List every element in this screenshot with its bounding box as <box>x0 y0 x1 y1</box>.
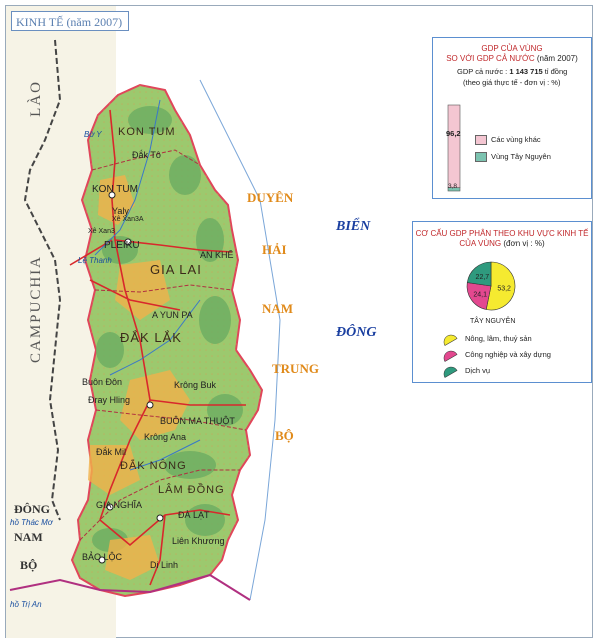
southeast-label-nam: NAM <box>14 530 43 544</box>
national-border <box>23 39 62 521</box>
map-title: KINH TẾ (năm 2007) <box>11 11 129 31</box>
city-krongana: Krông Ana <box>144 432 187 442</box>
city-dilinh: Di Linh <box>150 560 179 570</box>
legend-label-industry: Công nghiệp và xây dựng <box>465 350 551 359</box>
city-dakmil: Đắk Mil <box>96 447 127 457</box>
legend-label-agriculture: Nông, lâm, thuỷ sản <box>465 334 532 343</box>
coast-label-hai: HẢI <box>262 242 287 257</box>
pie-label-2: 22,7 <box>476 274 490 281</box>
agricultural-areas <box>88 175 190 580</box>
city-markers <box>98 191 164 564</box>
province-gialai: GIA LAI <box>150 262 202 277</box>
legend-gdp-share: GDP CỦA VÙNG SO VỚI GDP CẢ NƯỚC (năm 200… <box>432 37 592 199</box>
gdp-value-other: 96,2 <box>446 129 461 138</box>
southeast-label-bo: BỘ <box>20 558 38 572</box>
legend-structure-markers <box>443 334 458 378</box>
city-ayunpa: A YUN PA <box>152 310 193 320</box>
gdp-bar-segment-1 <box>447 187 461 192</box>
city-dakto: Đắk Tô <box>132 150 161 160</box>
city-dalat: ĐÀ LẠT <box>178 510 210 520</box>
legend-gdp-structure: CƠ CẤU GDP PHÂN THEO KHU VỰC KINH TẾ CỦA… <box>412 221 592 383</box>
lake-trian: hồ Trị An <box>10 600 42 609</box>
rivers <box>94 99 201 471</box>
legend-label-services: Dịch vụ <box>465 366 491 375</box>
province-daklak: ĐẮK LẮK <box>120 330 182 345</box>
map-frame <box>5 5 593 638</box>
city-ankhe: AN KHÊ <box>200 250 234 260</box>
road-network <box>69 109 246 586</box>
pie-slice-0 <box>485 261 516 311</box>
legend-label-other: Các vùng khác <box>491 135 541 144</box>
city-xexan3: Xê Xan3 <box>88 228 115 235</box>
marker-services <box>443 366 458 378</box>
city-gianghia: GIA NGHĨA <box>96 500 143 510</box>
pie-slice-2 <box>466 261 492 287</box>
city-pleiku: PLEIKU <box>104 240 140 251</box>
city-kontum: KON TUM <box>92 184 138 195</box>
coastline-hint <box>199 79 281 601</box>
southeast-label-dong: ĐÔNG <box>14 502 50 516</box>
city-yaly: Yaly <box>112 206 129 216</box>
country-laos: LÀO <box>28 80 44 117</box>
legend-gdp-total: GDP cả nước : 1 143 715 tỉ đồng <box>457 67 568 76</box>
city-drayhling: Đray Hling <box>88 395 131 405</box>
coast-label-nam: NAM <box>262 301 294 316</box>
city-lienkhuong: Liên Khương <box>172 536 225 546</box>
country-cambodia: CAMPUCHIA <box>28 255 44 364</box>
city-buondon: Buôn Đôn <box>82 377 123 387</box>
legend-gdp-title2: SO VỚI GDP CẢ NƯỚC (năm 2007) <box>446 54 578 63</box>
swatch-other-regions <box>475 135 487 145</box>
pie-caption: TÂY NGUYÊN <box>470 318 516 325</box>
city-buonmathuot: BUÔN MA THUỘT <box>160 416 235 426</box>
legend-structure-title2: CỦA VÙNG (đơn vị : %) <box>459 239 545 248</box>
legend-label-taynguyen: Vùng Tây Nguyên <box>491 152 551 161</box>
marker-industry <box>443 350 458 362</box>
city-xexan3a: Xê Xan3A <box>112 216 144 223</box>
legend-gdp-title1: GDP CỦA VÙNG <box>481 44 543 53</box>
lake-thacmo: hồ Thác Mơ <box>10 518 53 527</box>
gdp-bar-segment-0 <box>447 104 461 189</box>
coast-label-duyen: DUYÊN <box>247 190 294 205</box>
province-kontum: KON TUM <box>118 126 176 138</box>
province-borders <box>79 149 247 541</box>
province-daknong: ĐẮK NÔNG <box>120 460 187 472</box>
swatch-taynguyen <box>475 152 487 162</box>
province-lamdong: LÂM ĐỒNG <box>158 484 225 496</box>
city-krongbuk: Krông Buk <box>174 380 217 390</box>
gate-boy: Bờ Y <box>84 130 102 139</box>
gdp-structure-pie: 53,2 24,1 22,7 <box>466 261 516 311</box>
sea-label-dong: ĐÔNG <box>336 325 377 340</box>
pie-label-0: 53,2 <box>497 285 511 292</box>
gdp-value-taynguyen: 3,8 <box>448 183 458 190</box>
coast-label-trung: TRUNG <box>272 361 319 376</box>
pie-slice-1 <box>466 282 492 310</box>
coast-label-bo: BỘ <box>275 428 294 443</box>
legend-structure-title1: CƠ CẤU GDP PHÂN THEO KHU VỰC KINH TẾ <box>415 229 589 238</box>
marker-agriculture <box>443 334 458 346</box>
pie-label-1: 24,1 <box>473 292 487 299</box>
southern-boundary <box>9 573 251 601</box>
gdp-stacked-bar <box>447 104 461 192</box>
legend-gdp-note: (theo giá thực tế - đơn vị : %) <box>463 78 561 87</box>
sea-label-bien: BIỂN <box>336 219 371 234</box>
city-baoloc: BẢO LỘC <box>82 552 123 562</box>
gate-lethanh: Lệ Thanh <box>78 256 112 265</box>
